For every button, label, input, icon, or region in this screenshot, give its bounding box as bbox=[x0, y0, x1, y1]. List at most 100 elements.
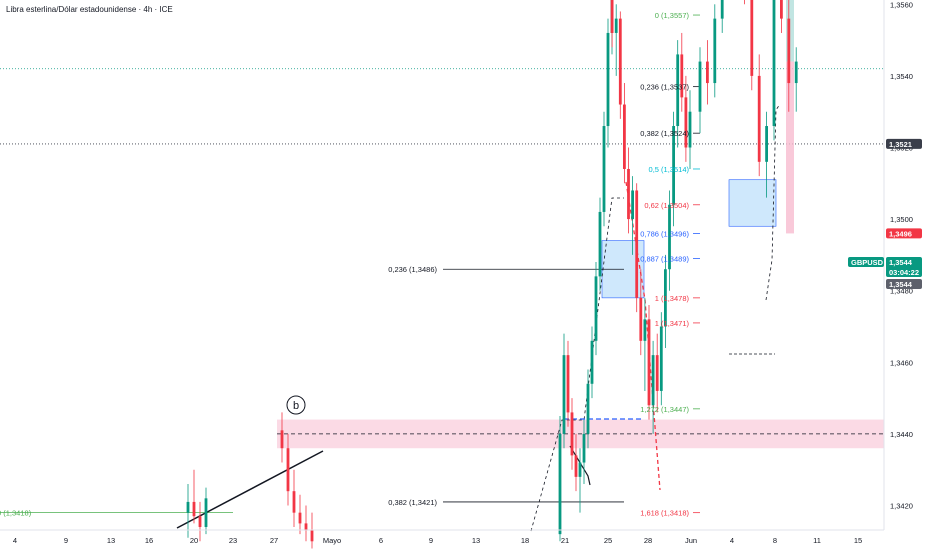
candle-body bbox=[676, 54, 680, 127]
candle-body bbox=[298, 512, 302, 524]
candle-body bbox=[566, 355, 570, 413]
price-tick-label: 1,3540 bbox=[890, 72, 913, 81]
candle-body bbox=[655, 355, 659, 391]
candle-body bbox=[292, 491, 296, 513]
candle-body bbox=[623, 104, 626, 169]
candle-body bbox=[787, 18, 791, 84]
price-tag bbox=[886, 279, 922, 289]
left-fib-label-4: 0 (1,3418) bbox=[0, 509, 32, 518]
price-tag-label: 1,3544 bbox=[889, 280, 913, 289]
fib-label-9: 0,786 (1,3496) bbox=[640, 229, 689, 238]
time-tick-label: 28 bbox=[644, 536, 652, 545]
candle-body bbox=[631, 190, 634, 220]
candle-body bbox=[192, 501, 196, 517]
price-tag bbox=[886, 138, 922, 149]
stop-box bbox=[786, 61, 794, 234]
candle-body bbox=[772, 0, 776, 127]
candles-layer bbox=[186, 0, 798, 549]
price-tag-label: 1,3544 bbox=[889, 258, 913, 267]
candle-body bbox=[664, 269, 667, 327]
candle-body bbox=[606, 32, 610, 127]
candle-body bbox=[698, 61, 702, 112]
time-tick-label: 13 bbox=[472, 536, 480, 545]
fib-labels-layer: -1,31416 (1,3670)-1 (1,3643)-0,618 (1,36… bbox=[0, 11, 690, 518]
time-tick-label: 23 bbox=[229, 536, 237, 545]
price-tag-label: 1,3521 bbox=[889, 140, 912, 149]
fib-label-14: 1,618 (1,3418) bbox=[640, 509, 689, 518]
candle-body bbox=[757, 75, 761, 162]
price-tick-label: 1,3440 bbox=[890, 430, 913, 439]
candle-body bbox=[684, 97, 688, 148]
chart-title: Libra esterlina/Dólar estadounidense · 4… bbox=[6, 5, 173, 14]
drawings-layer: b bbox=[176, 103, 781, 532]
candle-body bbox=[659, 326, 663, 391]
candle-body bbox=[713, 18, 717, 84]
background-layer bbox=[0, 0, 884, 514]
candle-body bbox=[280, 430, 284, 449]
time-tick-label: 6 bbox=[379, 536, 383, 545]
price-tick-label: 1,3500 bbox=[890, 215, 913, 224]
time-tick-label: 18 bbox=[521, 536, 529, 545]
candle-body bbox=[582, 433, 586, 463]
left-fib-label-2: 0,382 (1,3421) bbox=[388, 498, 437, 507]
fib-label-7: 0,5 (1,3514) bbox=[649, 165, 690, 174]
candle-body bbox=[570, 412, 574, 456]
candle-body bbox=[688, 111, 692, 148]
candle-body bbox=[647, 319, 651, 406]
fib-label-11: 1 (1,3478) bbox=[655, 294, 690, 303]
candle-body bbox=[594, 276, 598, 341]
candle-body bbox=[627, 168, 630, 220]
price-tick-label: 1,3560 bbox=[890, 0, 913, 9]
left-fib-label-1: 0,236 (1,3486) bbox=[388, 265, 437, 274]
price-axis: 1,34201,34401,34601,34801,35001,35201,35… bbox=[848, 0, 922, 530]
symbol-tag-label: GBPUSD bbox=[851, 258, 884, 267]
price-tag bbox=[886, 228, 922, 239]
time-tick-label: 16 bbox=[145, 536, 153, 545]
candle-body bbox=[643, 319, 647, 341]
candle-body bbox=[578, 462, 582, 477]
candle-body bbox=[610, 0, 614, 33]
candle-body bbox=[186, 501, 190, 513]
fib-label-8: 0,62 (1,3504) bbox=[644, 201, 689, 210]
candle-body bbox=[680, 54, 684, 98]
candle-body bbox=[651, 355, 655, 406]
time-tick-label: 8 bbox=[773, 536, 777, 545]
price-tick-label: 1,3460 bbox=[890, 358, 913, 367]
time-tick-label: 13 bbox=[107, 536, 115, 545]
candle-body bbox=[765, 126, 768, 162]
time-tick-label: 4 bbox=[13, 536, 17, 545]
candle-body bbox=[706, 61, 709, 84]
candle-body bbox=[750, 0, 754, 76]
time-tick-label: Jun bbox=[685, 536, 697, 545]
demand-box-right bbox=[728, 179, 777, 227]
fib-label-12: 1 (1,3471) bbox=[655, 319, 690, 328]
time-tick-label: Mayo bbox=[323, 536, 341, 545]
fib-label-6: 0,382 (1,3524) bbox=[640, 129, 689, 138]
candle-body bbox=[590, 340, 594, 384]
time-tick-label: 11 bbox=[813, 536, 821, 545]
candle-body bbox=[286, 448, 290, 492]
candle-body bbox=[614, 18, 618, 33]
candle-body bbox=[618, 18, 622, 105]
time-axis: 4 9 13 16 20 23 27 Mayo 6 9 13 18 21 25 28 Jun 4 8 11 15 bbox=[0, 529, 884, 545]
trendline bbox=[176, 450, 324, 529]
fib-label-4: 0 (1,3557) bbox=[655, 11, 690, 20]
candle-body bbox=[586, 383, 590, 434]
price-tick-label: 1,3480 bbox=[890, 287, 913, 296]
time-tick-label: 15 bbox=[854, 536, 862, 545]
candle-body bbox=[602, 126, 606, 212]
candle-body bbox=[639, 297, 643, 341]
time-tick-label: 9 bbox=[429, 536, 433, 545]
time-tick-label: 27 bbox=[270, 536, 278, 545]
wave-label-b: b bbox=[293, 400, 299, 412]
time-tick-label: 21 bbox=[561, 536, 569, 545]
candle-body bbox=[635, 190, 639, 298]
countdown-label: 03:04:22 bbox=[889, 268, 919, 277]
wave-label-circle bbox=[286, 395, 306, 415]
candle-body bbox=[780, 0, 783, 19]
time-tick-label: 25 bbox=[604, 536, 612, 545]
symbol-tag bbox=[848, 257, 884, 267]
time-tick-label: 9 bbox=[64, 536, 68, 545]
candle-body bbox=[310, 530, 314, 542]
